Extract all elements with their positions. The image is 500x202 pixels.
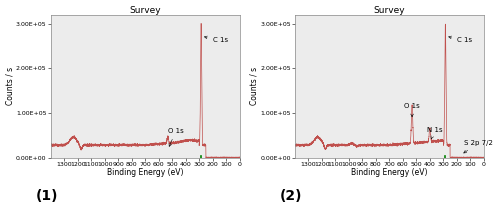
Text: O 1s: O 1s xyxy=(168,128,184,146)
Y-axis label: Counts / s: Counts / s xyxy=(6,67,15,105)
Text: C 1s: C 1s xyxy=(448,36,472,43)
Text: (2): (2) xyxy=(280,189,302,202)
Text: S 2p 7/2: S 2p 7/2 xyxy=(464,140,493,153)
Title: Survey: Survey xyxy=(374,6,405,15)
Text: C 1s: C 1s xyxy=(204,36,228,43)
Title: Survey: Survey xyxy=(130,6,161,15)
X-axis label: Binding Energy (eV): Binding Energy (eV) xyxy=(107,168,184,177)
Text: O 1s: O 1s xyxy=(404,103,420,117)
Y-axis label: Counts / s: Counts / s xyxy=(250,67,259,105)
X-axis label: Binding Energy (eV): Binding Energy (eV) xyxy=(351,168,428,177)
Text: (1): (1) xyxy=(36,189,58,202)
Text: N 1s: N 1s xyxy=(427,127,443,139)
